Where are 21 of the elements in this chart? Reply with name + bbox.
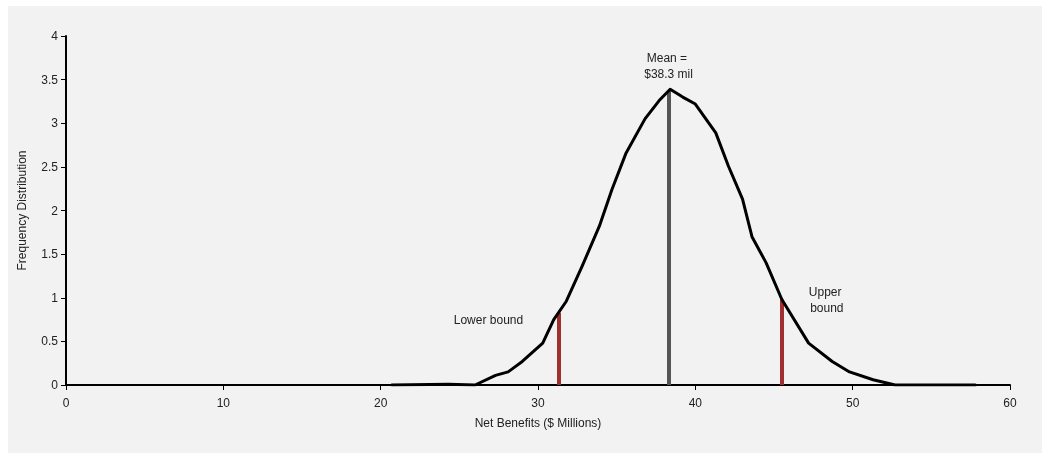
x-tick-label: 20 xyxy=(373,396,388,410)
y-tick-label: 1.5 xyxy=(41,247,59,262)
y-tick-label: 4 xyxy=(51,29,59,43)
x-tick-label: 40 xyxy=(688,396,703,410)
x-tick-label: 30 xyxy=(531,396,545,410)
y-tick-label: 0 xyxy=(51,378,59,392)
ref-line-label: Mean = $38.3 mil xyxy=(644,50,693,81)
x-axis-title: Net Benefits ($ Millions) xyxy=(474,416,602,430)
x-tick-label: 60 xyxy=(1003,396,1017,410)
ref-line-label: Lower bound xyxy=(453,312,524,327)
x-tick-label: 10 xyxy=(216,396,231,410)
x-tick-label: 0 xyxy=(62,396,70,410)
ref-line-label: Upper bound xyxy=(808,285,845,316)
y-tick-label: 2.5 xyxy=(41,159,59,174)
y-tick-label: 3.5 xyxy=(41,72,59,87)
y-tick-label: 2 xyxy=(51,203,59,218)
y-axis-title: Frequency Distribution xyxy=(15,150,29,271)
y-tick-label: 0.5 xyxy=(41,334,59,349)
x-tick-label: 50 xyxy=(845,396,860,410)
y-tick-label: 3 xyxy=(51,116,59,131)
y-tick-label: 1 xyxy=(51,290,59,305)
